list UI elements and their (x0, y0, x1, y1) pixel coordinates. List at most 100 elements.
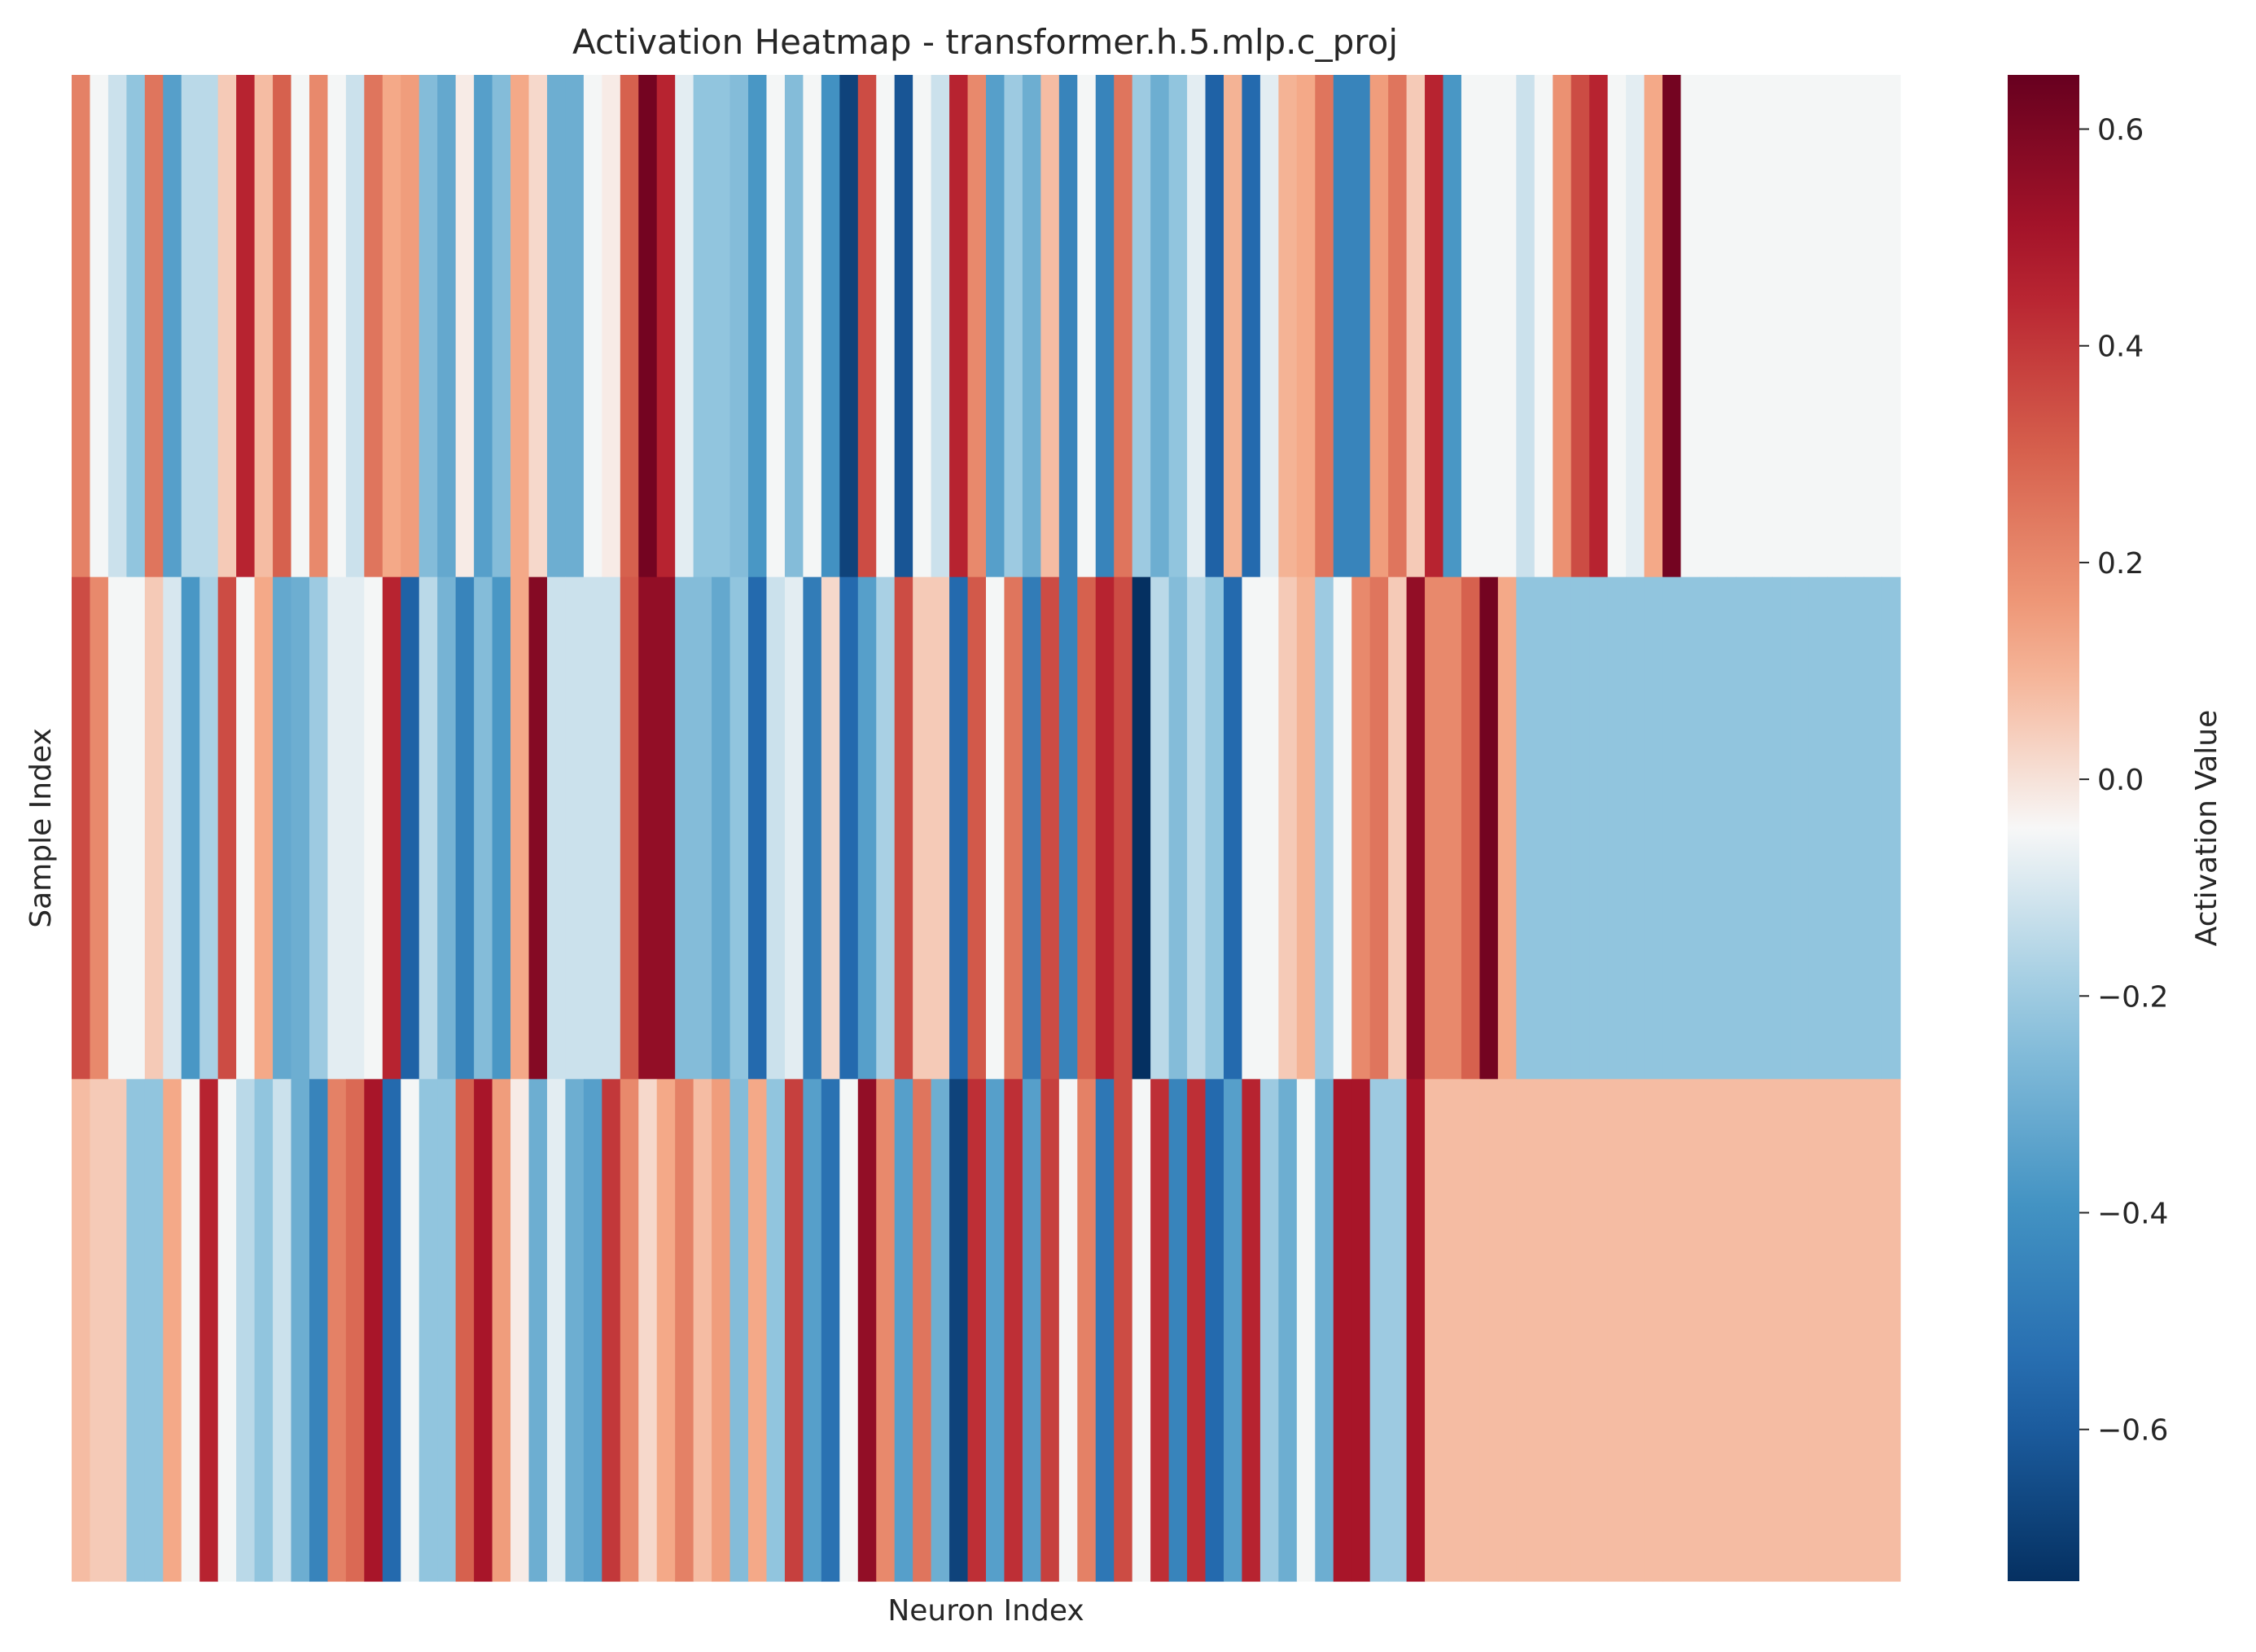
heatmap-cell (199, 576, 219, 1080)
heatmap-cell (144, 576, 164, 1080)
heatmap-cell (1864, 576, 1883, 1080)
heatmap-cell (1077, 75, 1097, 578)
heatmap-cell (126, 1079, 146, 1582)
heatmap-cell (1058, 75, 1078, 578)
heatmap-cell (492, 1079, 511, 1582)
heatmap-cell (528, 1079, 548, 1582)
heatmap-cell (1772, 576, 1791, 1080)
heatmap-cell (345, 1079, 365, 1582)
heatmap-cell (949, 1079, 969, 1582)
heatmap-cell (1114, 75, 1133, 578)
heatmap-cell (1077, 576, 1097, 1080)
heatmap-cell (1607, 1079, 1627, 1582)
heatmap-cell (821, 576, 840, 1080)
heatmap-cell (748, 1079, 768, 1582)
heatmap-cell (199, 1079, 219, 1582)
y-axis-label: Sample Index (24, 728, 58, 928)
heatmap-cell (1607, 75, 1627, 578)
heatmap-cell (1242, 1079, 1261, 1582)
heatmap-cell (1570, 1079, 1590, 1582)
heatmap-cell (931, 75, 950, 578)
heatmap-cell (1406, 1079, 1426, 1582)
heatmap-cell (748, 75, 768, 578)
heatmap-cell (510, 1079, 530, 1582)
heatmap-cell (729, 576, 749, 1080)
heatmap-cell (107, 576, 127, 1080)
heatmap-cell (1425, 75, 1444, 578)
heatmap-cell (364, 576, 383, 1080)
heatmap-cell (1589, 1079, 1609, 1582)
heatmap-cell (729, 75, 749, 578)
heatmap-cell (1205, 1079, 1224, 1582)
heatmap-cell (986, 75, 1005, 578)
heatmap-cell (401, 1079, 420, 1582)
heatmap-cell (90, 576, 109, 1080)
colorbar-tick-label: 0.2 (2097, 547, 2144, 581)
heatmap-cell (1717, 75, 1737, 578)
heatmap-cells (72, 75, 1901, 1582)
heatmap-cell (1754, 576, 1773, 1080)
heatmap-cell (1351, 576, 1371, 1080)
heatmap-cell (1351, 75, 1371, 578)
heatmap-cell (163, 1079, 182, 1582)
heatmap-cell (1827, 75, 1846, 578)
heatmap-cell (72, 576, 91, 1080)
heatmap-cell (729, 1079, 749, 1582)
heatmap-cell (1315, 576, 1334, 1080)
heatmap-cell (583, 75, 602, 578)
heatmap-cell (492, 75, 511, 578)
heatmap-cell (418, 75, 438, 578)
heatmap-cell (1864, 75, 1883, 578)
heatmap-cell (1333, 1079, 1352, 1582)
heatmap-cell (1004, 75, 1023, 578)
heatmap-cell (217, 576, 237, 1080)
heatmap-cell (1425, 1079, 1444, 1582)
heatmap-cell (693, 576, 712, 1080)
heatmap-cell (1296, 1079, 1316, 1582)
heatmap-cell (528, 75, 548, 578)
heatmap-cell (1168, 576, 1188, 1080)
heatmap-cell (273, 576, 292, 1080)
heatmap-cell (1150, 576, 1170, 1080)
heatmap-cell (1680, 1079, 1700, 1582)
heatmap-cell (382, 75, 401, 578)
heatmap-cell (528, 576, 548, 1080)
heatmap-cell (1772, 1079, 1791, 1582)
heatmap-cell (1259, 1079, 1279, 1582)
heatmap-cell (1497, 75, 1517, 578)
heatmap-cell (1662, 576, 1682, 1080)
heatmap-cell (1864, 1079, 1883, 1582)
heatmap-cell (107, 75, 127, 578)
heatmap-cell (1461, 576, 1481, 1080)
heatmap-cell (1187, 576, 1207, 1080)
heatmap-cell (1242, 576, 1261, 1080)
heatmap-cell (1077, 1079, 1097, 1582)
heatmap-cell (967, 75, 987, 578)
heatmap-cell (656, 75, 676, 578)
heatmap-cell (931, 576, 950, 1080)
heatmap-cell (418, 1079, 438, 1582)
heatmap-cell (1187, 1079, 1207, 1582)
heatmap-cell (1168, 1079, 1188, 1582)
heatmap-cell (401, 576, 420, 1080)
heatmap-cell (712, 576, 731, 1080)
heatmap-cell (638, 1079, 658, 1582)
heatmap-cell (163, 75, 182, 578)
heatmap-cell (345, 576, 365, 1080)
heatmap-cell (1827, 576, 1846, 1080)
heatmap-cell (474, 1079, 493, 1582)
heatmap-cell (620, 576, 639, 1080)
heatmap-cell (693, 75, 712, 578)
heatmap-cell (1388, 75, 1408, 578)
heatmap-cell (712, 75, 731, 578)
heatmap-cell (455, 576, 475, 1080)
heatmap-cell (1553, 1079, 1572, 1582)
heatmap-cell (1058, 576, 1078, 1080)
heatmap-cell (181, 75, 200, 578)
heatmap-cell (1388, 576, 1408, 1080)
heatmap-cell (1223, 576, 1243, 1080)
heatmap-cell (1132, 576, 1151, 1080)
colorbar-tick-label: 0.0 (2097, 764, 2144, 797)
heatmap-cell (181, 1079, 200, 1582)
